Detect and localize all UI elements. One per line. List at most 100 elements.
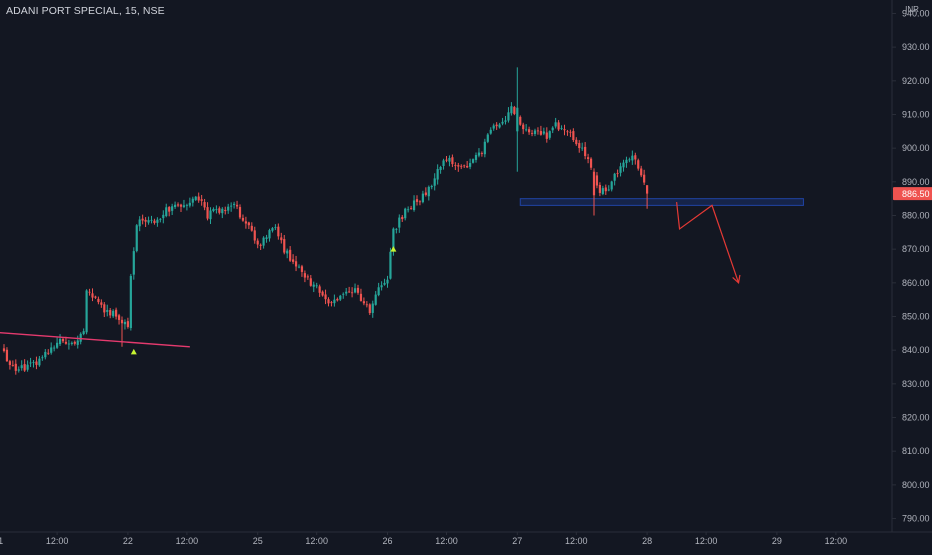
candle — [94, 295, 97, 299]
candle — [619, 162, 622, 177]
candle-body — [563, 129, 566, 131]
time-tick-label: 12:00 — [305, 536, 328, 546]
candle — [315, 282, 318, 289]
candle — [185, 203, 188, 211]
candle-body — [67, 343, 70, 345]
candle-body — [206, 207, 209, 219]
candle — [504, 115, 507, 125]
candle-body — [548, 131, 551, 138]
candle-body — [643, 174, 646, 183]
candle — [525, 124, 528, 132]
candle — [587, 153, 590, 164]
candle-body — [619, 166, 622, 173]
candle — [528, 126, 531, 135]
time-tick-label: 25 — [253, 536, 263, 546]
candle-body — [230, 205, 233, 207]
candle-body — [637, 160, 640, 169]
candle — [247, 221, 250, 230]
candle — [348, 286, 351, 293]
candle-body — [197, 196, 200, 201]
projection-path — [676, 201, 740, 284]
candle-body — [109, 310, 112, 316]
candle — [141, 214, 144, 225]
candle-body — [598, 184, 601, 193]
candle — [407, 206, 410, 213]
candle — [32, 359, 35, 368]
candle-body — [215, 209, 218, 210]
candle-body — [312, 284, 315, 287]
candle — [536, 127, 540, 135]
candle-body — [362, 301, 365, 304]
price-tick-label: 940.00 — [902, 8, 930, 18]
candle-body — [365, 304, 368, 306]
candle — [289, 246, 292, 262]
candle — [433, 173, 436, 191]
candle — [359, 288, 363, 302]
candle — [551, 126, 554, 134]
candle-body — [38, 358, 41, 366]
candle-body — [79, 333, 82, 342]
time-tick-label: 28 — [642, 536, 652, 546]
candle-body — [191, 198, 194, 203]
candle-body — [218, 208, 221, 213]
candle — [56, 337, 59, 349]
candle-body — [634, 155, 637, 160]
candle — [73, 340, 76, 346]
candle — [498, 122, 501, 129]
candle-body — [613, 173, 616, 181]
price-tick-label: 790.00 — [902, 514, 930, 524]
candle-body — [412, 200, 416, 211]
candle-body — [595, 175, 599, 186]
candle-body — [581, 147, 584, 149]
candle — [250, 222, 253, 232]
candle-body — [53, 347, 56, 349]
candle-body — [628, 159, 631, 161]
candle-body — [592, 171, 596, 196]
candle-body — [5, 349, 9, 362]
candle-body — [141, 218, 144, 221]
candle-body — [377, 287, 380, 296]
candle-body — [250, 225, 253, 231]
candle — [495, 122, 498, 130]
candle-body — [56, 342, 59, 348]
candle-body — [463, 165, 466, 167]
candle — [601, 185, 604, 196]
candle-body — [238, 207, 242, 218]
candle — [398, 214, 401, 233]
candle-body — [622, 162, 625, 168]
candle — [280, 232, 283, 244]
symbol-title[interactable]: ADANI PORT SPECIAL, 15, NSE — [6, 5, 165, 17]
candle-body — [469, 163, 472, 167]
candle — [471, 158, 475, 164]
candle — [203, 198, 206, 211]
candle-body — [297, 266, 301, 268]
candle-body — [457, 165, 460, 167]
candle — [318, 284, 321, 297]
candle-body — [528, 129, 531, 133]
candle — [227, 203, 230, 214]
candle-body — [182, 205, 186, 207]
candle — [168, 206, 171, 217]
candle — [41, 355, 44, 361]
candle — [259, 243, 262, 250]
candle-body — [76, 340, 79, 345]
candle — [554, 117, 557, 129]
candle — [365, 301, 368, 308]
trend-line — [0, 331, 190, 348]
projection-arrowhead — [732, 274, 741, 285]
candle-body — [259, 244, 262, 246]
candle-body — [551, 127, 554, 131]
price-tick-label: 870.00 — [902, 244, 930, 254]
candle-body — [70, 342, 73, 344]
candle — [430, 184, 433, 190]
candle — [560, 125, 563, 131]
candle-body — [342, 293, 345, 295]
candle-body — [188, 202, 191, 206]
candle-body — [129, 275, 132, 328]
candle-body — [430, 186, 433, 188]
candle-body — [306, 276, 309, 278]
candle-body — [185, 204, 188, 206]
candle — [448, 155, 451, 167]
